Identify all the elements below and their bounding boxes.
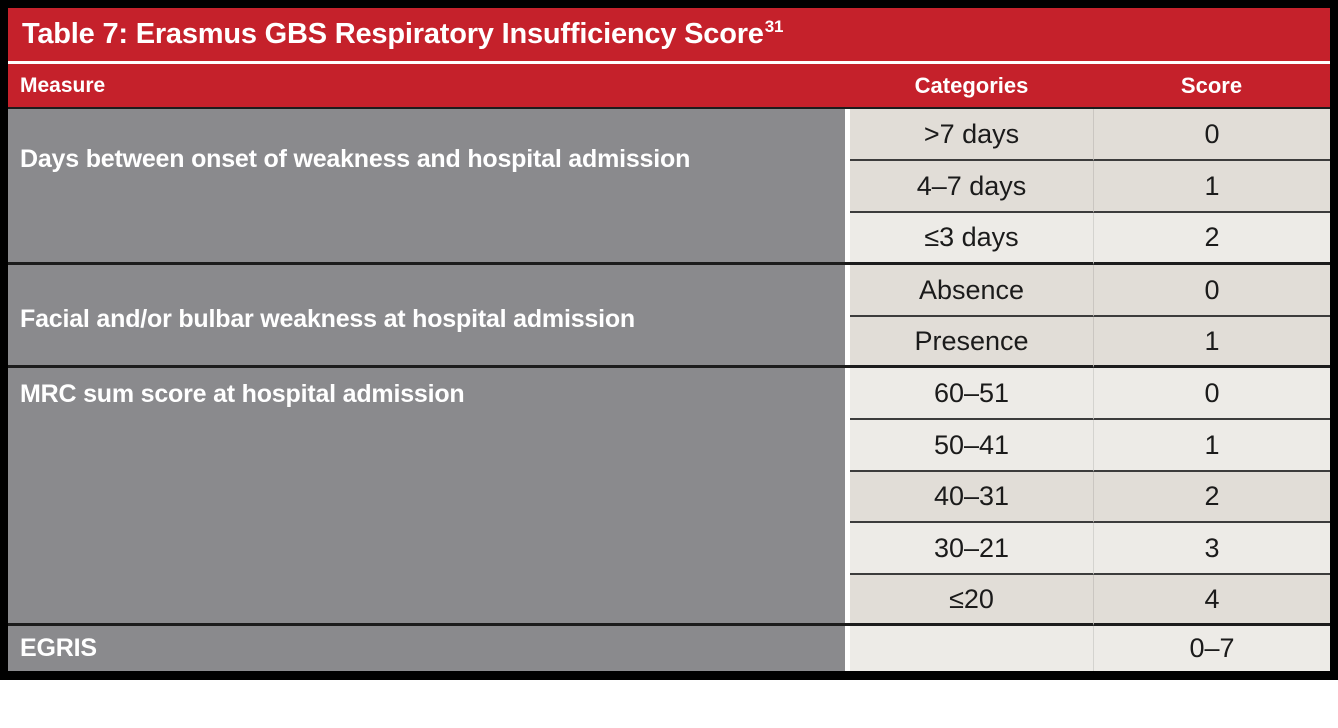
- category-cell: Presence: [850, 317, 1093, 368]
- score-cell: 0: [1093, 368, 1330, 420]
- column-gap: [845, 265, 850, 368]
- score-cell-egris-total: 0–7: [1093, 626, 1330, 671]
- table-title-citation: 31: [764, 17, 784, 37]
- category-cell: 30–21: [850, 523, 1093, 575]
- category-cell: ≤20: [850, 575, 1093, 626]
- column-header-measure: Measure: [20, 73, 106, 97]
- column-gap: [845, 109, 850, 265]
- table-title: Table 7: Erasmus GBS Respiratory Insuffi…: [22, 18, 783, 51]
- table-title-text: Table 7: Erasmus GBS Respiratory Insuffi…: [22, 18, 764, 50]
- score-cell: 0: [1093, 109, 1330, 161]
- score-cell: 1: [1093, 420, 1330, 472]
- column-gap: [845, 368, 850, 626]
- score-table: Table 7: Erasmus GBS Respiratory Insuffi…: [0, 0, 1338, 680]
- title-separator: [8, 61, 1330, 64]
- category-cell: 60–51: [850, 368, 1093, 420]
- table-title-bar: Table 7: Erasmus GBS Respiratory Insuffi…: [8, 8, 1330, 61]
- score-cell: 2: [1093, 213, 1330, 265]
- score-cell: 4: [1093, 575, 1330, 626]
- measure-cell-mrc-sum-score: MRC sum score at hospital admission: [8, 368, 845, 626]
- measure-cell-facial-bulbar-weakness: Facial and/or bulbar weakness at hospita…: [8, 265, 845, 368]
- category-cell: 40–31: [850, 472, 1093, 523]
- category-cell: 50–41: [850, 420, 1093, 472]
- score-cell: 3: [1093, 523, 1330, 575]
- category-cell: >7 days: [850, 109, 1093, 161]
- table-header-row: Measure Categories Score: [8, 64, 1330, 109]
- score-cell: 2: [1093, 472, 1330, 523]
- measure-cell-egris: EGRIS: [8, 626, 845, 671]
- score-cell: 0: [1093, 265, 1330, 317]
- column-header-categories: Categories: [914, 72, 1029, 98]
- score-cell: 1: [1093, 161, 1330, 213]
- category-cell: ≤3 days: [850, 213, 1093, 265]
- column-header-score: Score: [1180, 72, 1243, 98]
- category-cell: 4–7 days: [850, 161, 1093, 213]
- category-cell: Absence: [850, 265, 1093, 317]
- table-body: Days between onset of weakness and hospi…: [8, 109, 1330, 671]
- category-cell-empty: [850, 626, 1093, 671]
- column-gap: [845, 626, 850, 671]
- score-cell: 1: [1093, 317, 1330, 368]
- measure-cell-days-to-admission: Days between onset of weakness and hospi…: [8, 109, 845, 265]
